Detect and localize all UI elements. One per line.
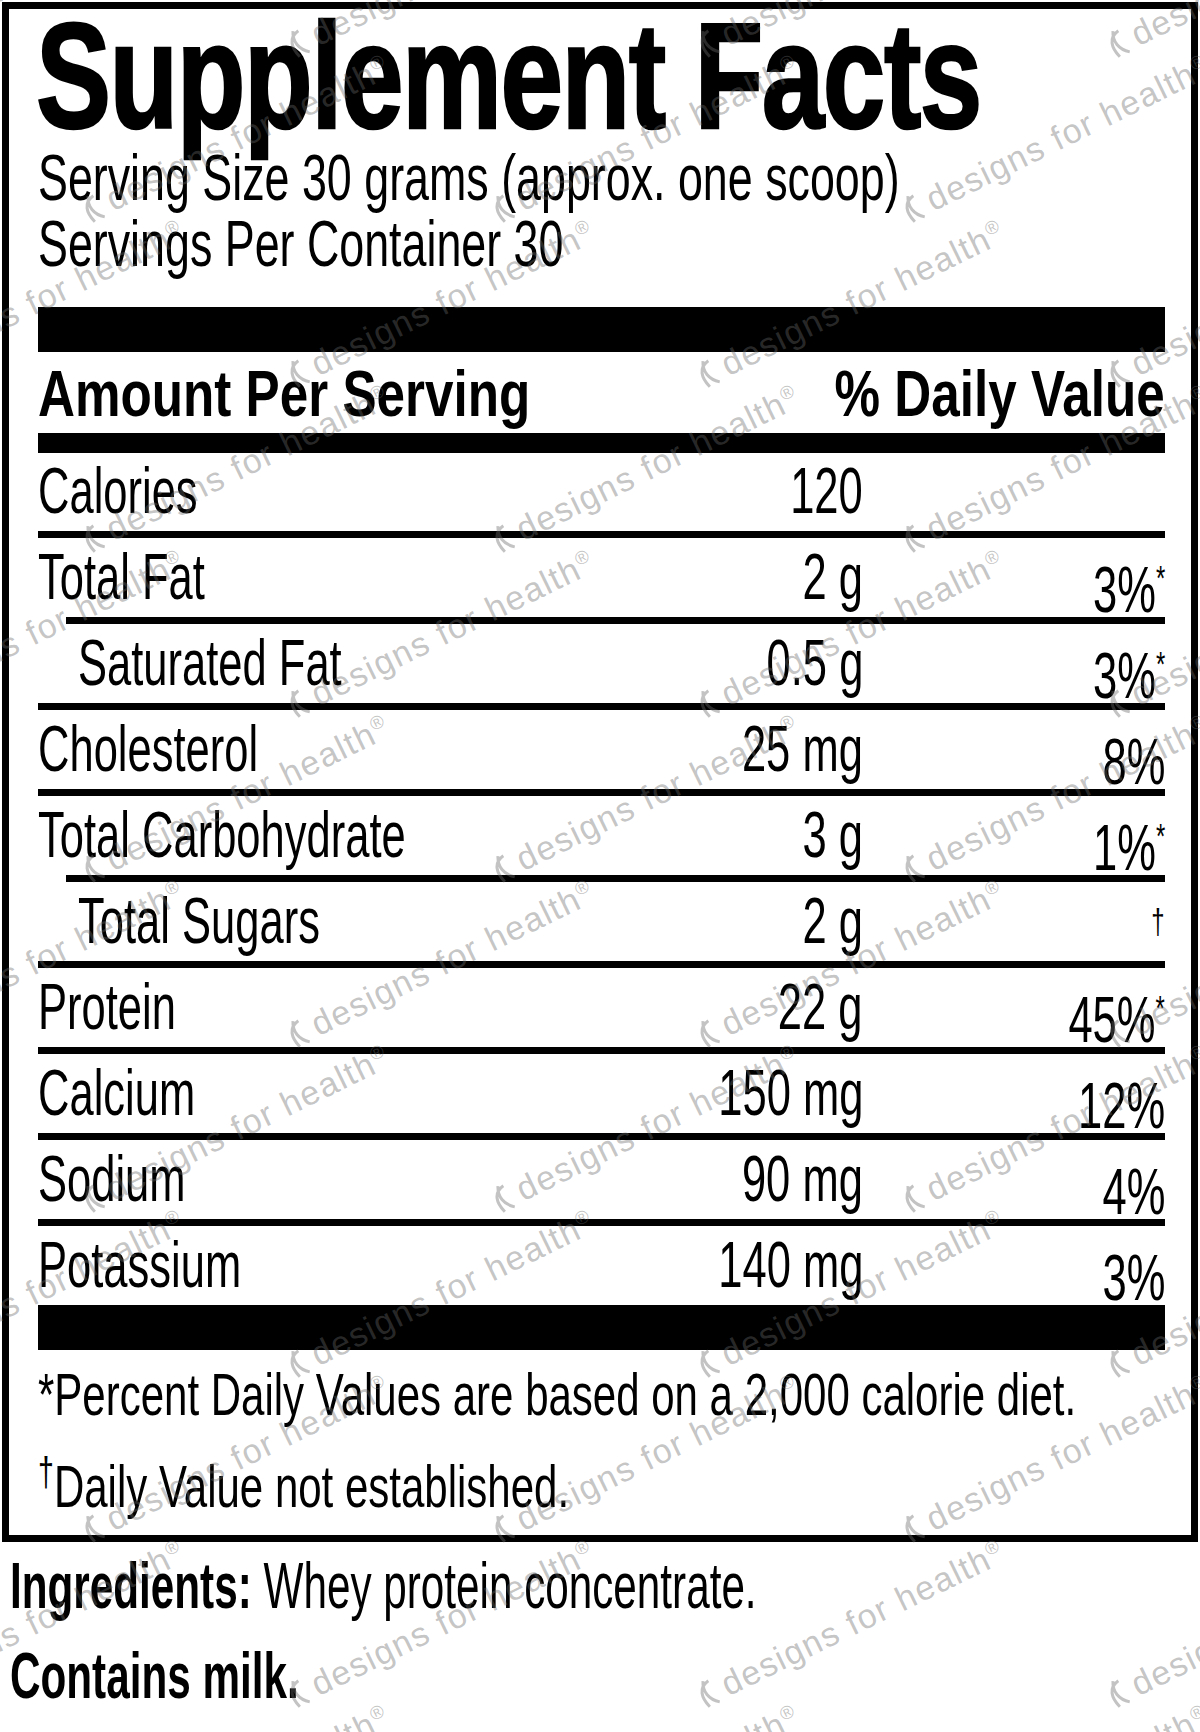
- row-sodium: Sodium 90 mg 4%: [38, 1140, 1165, 1219]
- nutrient-dv: 4%: [1102, 1140, 1165, 1232]
- row-separator-indented: [66, 617, 1165, 624]
- row-separator: [38, 1047, 1165, 1054]
- footnote-daily-values: *Percent Daily Values are based on a 2,0…: [38, 1357, 1165, 1433]
- footnote-dv-not-established: †Daily Value not established.: [38, 1434, 1165, 1525]
- nutrient-dv: 1%*: [1093, 796, 1165, 888]
- divider-bar-heavy-top: [38, 307, 1165, 352]
- row-saturated-fat: Saturated Fat 0.5 g 3%*: [38, 624, 1165, 703]
- swoosh-logo-icon: [1101, 1676, 1134, 1713]
- watermark-text: designs for health®: [484, 1698, 806, 1732]
- nutrient-amount: 150 mg: [718, 1054, 863, 1133]
- panel-title: Supplement Facts: [36, 1, 981, 151]
- row-protein: Protein 22 g 45%*: [38, 968, 1165, 1047]
- nutrient-dv: 12%: [1078, 1054, 1165, 1146]
- ingredients-label: Ingredients:: [10, 1550, 252, 1622]
- header-amount-per-serving-label: Amount Per Serving: [38, 358, 530, 430]
- nutrient-dv: 45%*: [1069, 968, 1165, 1060]
- nutrient-dv: †: [1152, 882, 1165, 974]
- supplement-facts-panel: Supplement Facts Serving Size 30 grams (…: [2, 2, 1198, 1542]
- dagger-marker: †: [38, 1449, 54, 1495]
- ingredients-text: Whey protein concentrate.: [264, 1550, 757, 1622]
- serving-size-line: Serving Size 30 grams (approx. one scoop…: [38, 141, 1200, 215]
- nutrient-amount: 22 g: [778, 968, 863, 1047]
- row-potassium: Potassium 140 mg 3%: [38, 1226, 1165, 1305]
- nutrient-table: Calories 120 Total Fat 2 g 3%* Saturated…: [38, 452, 1165, 1305]
- nutrient-amount: 120: [790, 452, 863, 531]
- header-daily-value-cell: % Daily Value: [752, 358, 1165, 430]
- nutrient-dv: 8%: [1102, 710, 1165, 802]
- row-total-fat: Total Fat 2 g 3%*: [38, 538, 1165, 617]
- nutrient-dv: 3%*: [1093, 624, 1165, 716]
- divider-bar-heavy-bottom: [38, 1305, 1165, 1350]
- row-separator: [38, 789, 1165, 796]
- watermark-text: designs for health®: [894, 1698, 1200, 1732]
- nutrient-amount: 2 g: [803, 538, 863, 617]
- swoosh-logo-icon: [691, 1676, 724, 1713]
- nutrient-amount: 90 mg: [742, 1140, 863, 1219]
- nutrient-amount: 0.5 g: [766, 624, 863, 703]
- row-separator: [38, 531, 1165, 538]
- nutrient-amount: 2 g: [803, 882, 863, 961]
- servings-per-container-line: Servings Per Container 30: [38, 207, 789, 281]
- row-calcium: Calcium 150 mg 12%: [38, 1054, 1165, 1133]
- nutrient-dv: 3%*: [1093, 538, 1165, 630]
- row-separator-indented: [66, 875, 1165, 882]
- allergen-statement: Contains milk.: [10, 1638, 447, 1714]
- nutrient-amount: 25 mg: [742, 710, 863, 789]
- ingredients-line: Ingredients:Whey protein concentrate.: [10, 1548, 1141, 1624]
- table-header-row: Amount Per Serving % Daily Value: [38, 358, 1165, 430]
- divider-bar-medium: [38, 433, 1165, 453]
- row-separator: [38, 1219, 1165, 1226]
- asterisk-marker: *: [38, 1361, 54, 1428]
- row-separator: [38, 1133, 1165, 1140]
- row-total-carbohydrate: Total Carbohydrate 3 g 1%*: [38, 796, 1165, 875]
- header-daily-value-label: % Daily Value: [835, 358, 1165, 430]
- row-total-sugars: Total Sugars 2 g †: [38, 882, 1165, 961]
- row-calories: Calories 120: [38, 452, 1165, 531]
- nutrient-amount: 140 mg: [718, 1226, 863, 1305]
- row-cholesterol: Cholesterol 25 mg 8%: [38, 710, 1165, 789]
- row-separator: [38, 703, 1165, 710]
- row-separator: [38, 961, 1165, 968]
- nutrient-amount: 3 g: [803, 796, 863, 875]
